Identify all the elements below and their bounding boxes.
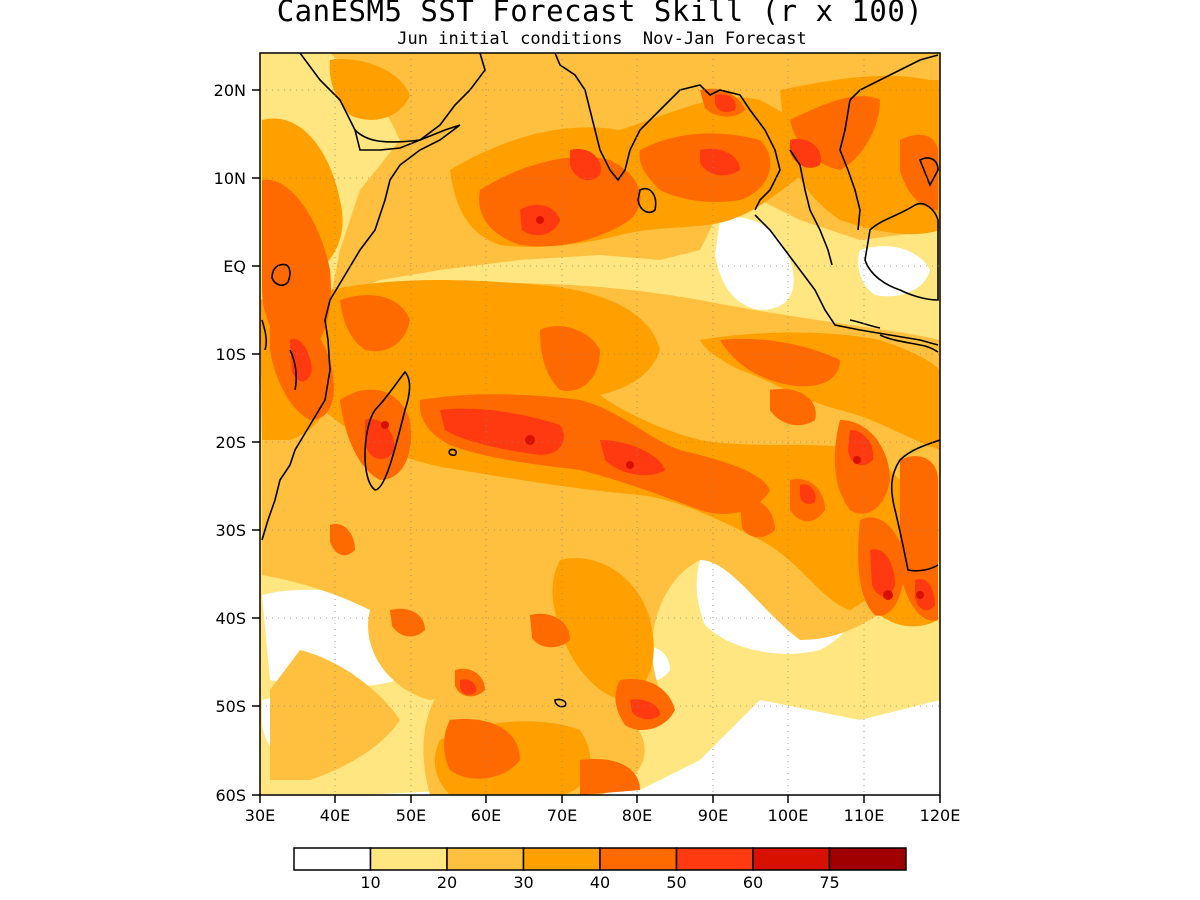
skill-field: [260, 53, 940, 795]
contour-60-75: [381, 216, 924, 600]
lon-label-30e: 30E: [245, 806, 275, 825]
lat-label-40s: 40S: [215, 609, 246, 628]
colorbar-level-label: 40: [590, 873, 610, 892]
tick-marks: [252, 89, 941, 803]
lat-label-60s: 60S: [215, 786, 246, 805]
colorbar-swatch: [675, 847, 754, 871]
colorbar-swatch: [293, 847, 372, 871]
lat-label-10s: 10S: [215, 345, 246, 364]
colorbar-level-label: 10: [360, 873, 380, 892]
lon-label-120e: 120E: [920, 806, 961, 825]
lon-labels: 30E 40E 50E 60E 70E 80E 90E 100E 110E 12…: [245, 806, 961, 825]
colorbar-level-label: 30: [513, 873, 533, 892]
colorbar-level-label: 20: [437, 873, 457, 892]
chart-title: CanESM5 SST Forecast Skill (r x 100): [276, 0, 924, 28]
colorbar-swatch: [446, 847, 525, 871]
colorbar-swatch: [828, 847, 907, 871]
colorbar-level-label: 60: [743, 873, 763, 892]
lat-label-eq: EQ: [223, 257, 246, 276]
colorbar-swatch: [522, 847, 601, 871]
lon-label-70e: 70E: [547, 806, 577, 825]
lat-label-30s: 30S: [215, 521, 246, 540]
lat-label-20n: 20N: [214, 81, 246, 100]
lat-label-10n: 10N: [214, 169, 246, 188]
colorbar-level-label: 50: [666, 873, 686, 892]
graticule: [260, 53, 940, 795]
lon-label-110e: 110E: [844, 806, 885, 825]
colorbar-swatch: [599, 847, 678, 871]
colorbar-swatch: [369, 847, 448, 871]
lon-label-50e: 50E: [396, 806, 426, 825]
lon-label-40e: 40E: [320, 806, 350, 825]
colorbar-level-label: 75: [819, 873, 839, 892]
lat-label-50s: 50S: [215, 697, 246, 716]
lat-labels: 20N 10N EQ 10S 20S 30S 40S 50S 60S: [214, 81, 246, 805]
lon-label-60e: 60E: [471, 806, 501, 825]
lon-label-100e: 100E: [768, 806, 809, 825]
colorbar: 10 20 30 40 50 60 75: [293, 847, 907, 892]
plot-frame: [259, 52, 941, 796]
lon-label-90e: 90E: [698, 806, 728, 825]
colorbar-swatch: [752, 847, 831, 871]
lat-label-20s: 20S: [215, 433, 246, 452]
lon-label-80e: 80E: [622, 806, 652, 825]
chart-subtitle: Jun initial conditions Nov-Jan Forecast: [397, 29, 807, 49]
